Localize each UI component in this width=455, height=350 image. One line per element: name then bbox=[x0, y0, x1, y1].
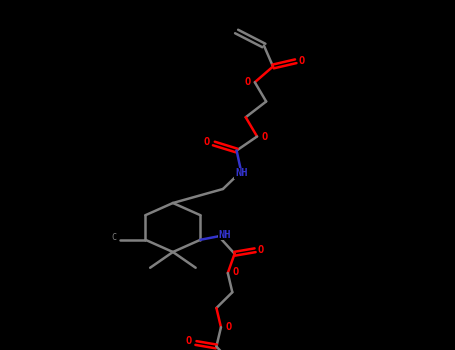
Text: O: O bbox=[258, 245, 263, 254]
Text: O: O bbox=[262, 132, 268, 141]
Text: O: O bbox=[245, 77, 251, 87]
Text: O: O bbox=[233, 267, 238, 277]
Text: NH: NH bbox=[235, 168, 248, 178]
Text: O: O bbox=[226, 322, 232, 331]
Text: O: O bbox=[204, 137, 210, 147]
Text: O: O bbox=[186, 336, 192, 346]
Text: O: O bbox=[298, 56, 304, 65]
Text: NH: NH bbox=[218, 230, 231, 239]
Text: C: C bbox=[111, 233, 116, 243]
